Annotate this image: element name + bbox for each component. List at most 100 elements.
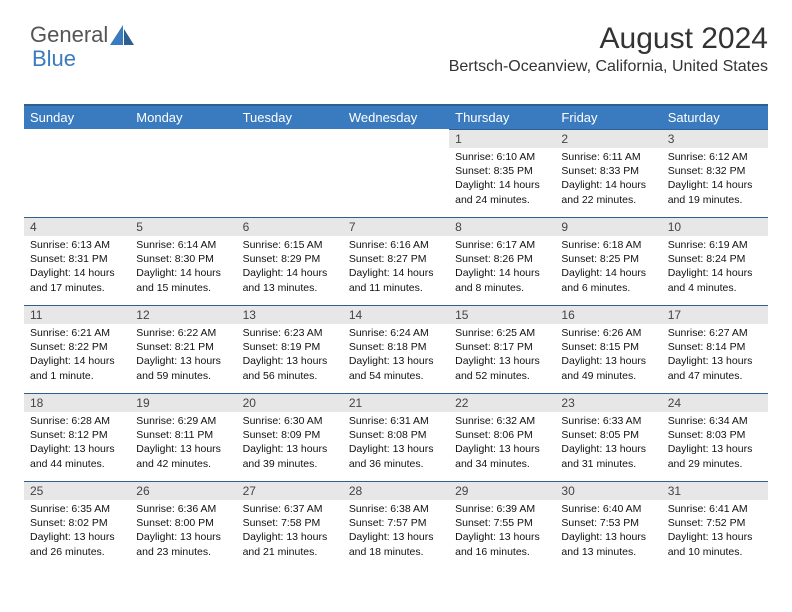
- dayname-4: Thursday: [449, 105, 555, 129]
- day-details: Sunrise: 6:33 AMSunset: 8:05 PMDaylight:…: [555, 412, 661, 475]
- day-number: 20: [237, 393, 343, 412]
- day-cell: 8Sunrise: 6:17 AMSunset: 8:26 PMDaylight…: [449, 217, 555, 305]
- day-number: 18: [24, 393, 130, 412]
- day-number: 9: [555, 217, 661, 236]
- day-details: Sunrise: 6:28 AMSunset: 8:12 PMDaylight:…: [24, 412, 130, 475]
- day-details: Sunrise: 6:37 AMSunset: 7:58 PMDaylight:…: [237, 500, 343, 563]
- day-number: 24: [662, 393, 768, 412]
- day-details: Sunrise: 6:19 AMSunset: 8:24 PMDaylight:…: [662, 236, 768, 299]
- day-number: 29: [449, 481, 555, 500]
- day-details: Sunrise: 6:39 AMSunset: 7:55 PMDaylight:…: [449, 500, 555, 563]
- day-cell: 22Sunrise: 6:32 AMSunset: 8:06 PMDayligh…: [449, 393, 555, 481]
- day-number: 17: [662, 305, 768, 324]
- day-cell: 17Sunrise: 6:27 AMSunset: 8:14 PMDayligh…: [662, 305, 768, 393]
- day-details: Sunrise: 6:11 AMSunset: 8:33 PMDaylight:…: [555, 148, 661, 211]
- day-cell: 4Sunrise: 6:13 AMSunset: 8:31 PMDaylight…: [24, 217, 130, 305]
- day-number: 12: [130, 305, 236, 324]
- day-cell: 7Sunrise: 6:16 AMSunset: 8:27 PMDaylight…: [343, 217, 449, 305]
- logo-text-general: General: [30, 22, 108, 48]
- day-cell: [343, 129, 449, 217]
- day-details: Sunrise: 6:10 AMSunset: 8:35 PMDaylight:…: [449, 148, 555, 211]
- dayname-1: Monday: [130, 105, 236, 129]
- day-cell: 20Sunrise: 6:30 AMSunset: 8:09 PMDayligh…: [237, 393, 343, 481]
- day-cell: 27Sunrise: 6:37 AMSunset: 7:58 PMDayligh…: [237, 481, 343, 569]
- day-cell: [130, 129, 236, 217]
- day-number: 11: [24, 305, 130, 324]
- day-details: Sunrise: 6:15 AMSunset: 8:29 PMDaylight:…: [237, 236, 343, 299]
- logo: General: [30, 22, 136, 48]
- day-number: 14: [343, 305, 449, 324]
- week-row: 18Sunrise: 6:28 AMSunset: 8:12 PMDayligh…: [24, 393, 768, 481]
- dayname-2: Tuesday: [237, 105, 343, 129]
- day-cell: 5Sunrise: 6:14 AMSunset: 8:30 PMDaylight…: [130, 217, 236, 305]
- dayname-0: Sunday: [24, 105, 130, 129]
- day-cell: 10Sunrise: 6:19 AMSunset: 8:24 PMDayligh…: [662, 217, 768, 305]
- day-number: 8: [449, 217, 555, 236]
- day-number: 16: [555, 305, 661, 324]
- day-details: Sunrise: 6:26 AMSunset: 8:15 PMDaylight:…: [555, 324, 661, 387]
- day-number: 5: [130, 217, 236, 236]
- day-number: 2: [555, 129, 661, 148]
- day-details: Sunrise: 6:35 AMSunset: 8:02 PMDaylight:…: [24, 500, 130, 563]
- day-number: 1: [449, 129, 555, 148]
- day-cell: 19Sunrise: 6:29 AMSunset: 8:11 PMDayligh…: [130, 393, 236, 481]
- day-details: Sunrise: 6:21 AMSunset: 8:22 PMDaylight:…: [24, 324, 130, 387]
- day-details: Sunrise: 6:38 AMSunset: 7:57 PMDaylight:…: [343, 500, 449, 563]
- day-cell: 13Sunrise: 6:23 AMSunset: 8:19 PMDayligh…: [237, 305, 343, 393]
- day-cell: [24, 129, 130, 217]
- day-details: Sunrise: 6:24 AMSunset: 8:18 PMDaylight:…: [343, 324, 449, 387]
- day-details: Sunrise: 6:32 AMSunset: 8:06 PMDaylight:…: [449, 412, 555, 475]
- page-title: August 2024: [449, 22, 768, 56]
- day-cell: 29Sunrise: 6:39 AMSunset: 7:55 PMDayligh…: [449, 481, 555, 569]
- day-number: 19: [130, 393, 236, 412]
- day-number: 27: [237, 481, 343, 500]
- logo-sail-icon: [110, 25, 136, 45]
- day-details: Sunrise: 6:36 AMSunset: 8:00 PMDaylight:…: [130, 500, 236, 563]
- calendar-table: SundayMondayTuesdayWednesdayThursdayFrid…: [24, 104, 768, 569]
- dayname-3: Wednesday: [343, 105, 449, 129]
- day-details: Sunrise: 6:40 AMSunset: 7:53 PMDaylight:…: [555, 500, 661, 563]
- day-cell: 1Sunrise: 6:10 AMSunset: 8:35 PMDaylight…: [449, 129, 555, 217]
- day-cell: 9Sunrise: 6:18 AMSunset: 8:25 PMDaylight…: [555, 217, 661, 305]
- day-details: Sunrise: 6:25 AMSunset: 8:17 PMDaylight:…: [449, 324, 555, 387]
- day-number: 31: [662, 481, 768, 500]
- day-details: Sunrise: 6:13 AMSunset: 8:31 PMDaylight:…: [24, 236, 130, 299]
- day-number: 7: [343, 217, 449, 236]
- logo-text-blue: Blue: [32, 46, 76, 72]
- day-number: 26: [130, 481, 236, 500]
- dayname-6: Saturday: [662, 105, 768, 129]
- day-number: 28: [343, 481, 449, 500]
- day-cell: 25Sunrise: 6:35 AMSunset: 8:02 PMDayligh…: [24, 481, 130, 569]
- day-number: 13: [237, 305, 343, 324]
- day-details: Sunrise: 6:30 AMSunset: 8:09 PMDaylight:…: [237, 412, 343, 475]
- day-number: 6: [237, 217, 343, 236]
- day-details: Sunrise: 6:14 AMSunset: 8:30 PMDaylight:…: [130, 236, 236, 299]
- day-cell: 28Sunrise: 6:38 AMSunset: 7:57 PMDayligh…: [343, 481, 449, 569]
- day-cell: 18Sunrise: 6:28 AMSunset: 8:12 PMDayligh…: [24, 393, 130, 481]
- day-cell: 23Sunrise: 6:33 AMSunset: 8:05 PMDayligh…: [555, 393, 661, 481]
- day-number: 4: [24, 217, 130, 236]
- day-number: 23: [555, 393, 661, 412]
- day-cell: 6Sunrise: 6:15 AMSunset: 8:29 PMDaylight…: [237, 217, 343, 305]
- day-cell: 31Sunrise: 6:41 AMSunset: 7:52 PMDayligh…: [662, 481, 768, 569]
- day-details: Sunrise: 6:22 AMSunset: 8:21 PMDaylight:…: [130, 324, 236, 387]
- day-number: 25: [24, 481, 130, 500]
- day-cell: 12Sunrise: 6:22 AMSunset: 8:21 PMDayligh…: [130, 305, 236, 393]
- day-number: 21: [343, 393, 449, 412]
- day-details: Sunrise: 6:23 AMSunset: 8:19 PMDaylight:…: [237, 324, 343, 387]
- day-cell: 3Sunrise: 6:12 AMSunset: 8:32 PMDaylight…: [662, 129, 768, 217]
- week-row: 1Sunrise: 6:10 AMSunset: 8:35 PMDaylight…: [24, 129, 768, 217]
- day-details: Sunrise: 6:41 AMSunset: 7:52 PMDaylight:…: [662, 500, 768, 563]
- header: August 2024 Bertsch-Oceanview, Californi…: [449, 22, 768, 76]
- day-cell: 11Sunrise: 6:21 AMSunset: 8:22 PMDayligh…: [24, 305, 130, 393]
- day-cell: 2Sunrise: 6:11 AMSunset: 8:33 PMDaylight…: [555, 129, 661, 217]
- day-details: Sunrise: 6:31 AMSunset: 8:08 PMDaylight:…: [343, 412, 449, 475]
- day-cell: 21Sunrise: 6:31 AMSunset: 8:08 PMDayligh…: [343, 393, 449, 481]
- week-row: 4Sunrise: 6:13 AMSunset: 8:31 PMDaylight…: [24, 217, 768, 305]
- day-number: 30: [555, 481, 661, 500]
- day-details: Sunrise: 6:16 AMSunset: 8:27 PMDaylight:…: [343, 236, 449, 299]
- day-details: Sunrise: 6:29 AMSunset: 8:11 PMDaylight:…: [130, 412, 236, 475]
- dayname-5: Friday: [555, 105, 661, 129]
- day-cell: [237, 129, 343, 217]
- day-cell: 16Sunrise: 6:26 AMSunset: 8:15 PMDayligh…: [555, 305, 661, 393]
